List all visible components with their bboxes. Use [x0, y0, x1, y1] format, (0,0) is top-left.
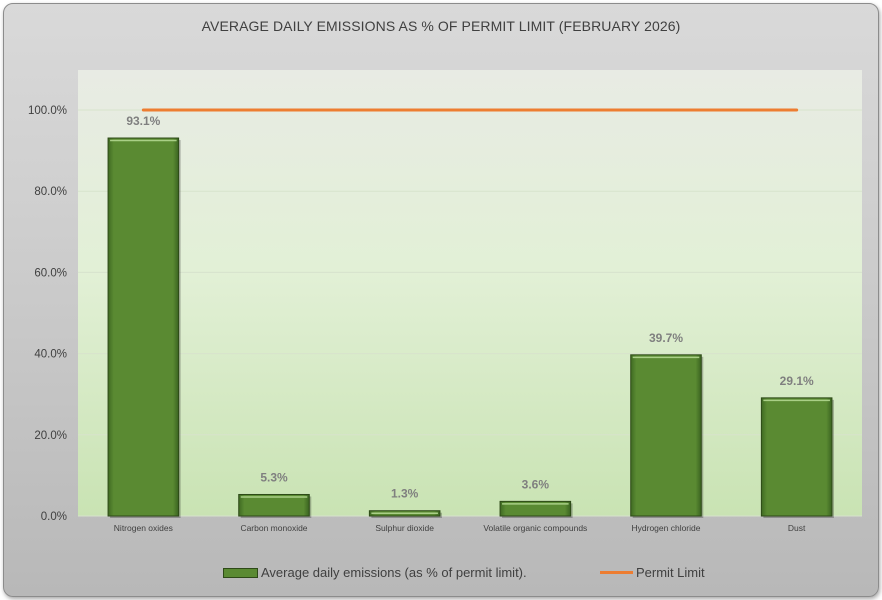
plot-area	[78, 70, 862, 516]
data-label: 29.1%	[780, 374, 814, 388]
category-label: Carbon monoxide	[240, 523, 307, 533]
legend-swatch-line	[600, 571, 633, 574]
legend-swatch-bar	[223, 567, 258, 578]
bar	[630, 354, 702, 517]
data-label: 3.6%	[522, 477, 550, 491]
bar	[107, 137, 180, 517]
bar	[499, 500, 572, 517]
category-label: Sulphur dioxide	[375, 523, 434, 533]
y-tick-label: 20.0%	[34, 430, 67, 442]
legend-label-emissions: Average daily emissions (as % of permit …	[261, 565, 527, 580]
bar	[238, 493, 310, 517]
category-label: Dust	[788, 523, 806, 533]
data-label: 93.1%	[126, 114, 160, 128]
y-tick-label: 100.0%	[28, 105, 67, 117]
category-label: Volatile organic compounds	[483, 523, 587, 533]
legend-label-permit-limit: Permit Limit	[636, 565, 705, 580]
legend: Average daily emissions (as % of permit …	[0, 565, 882, 581]
legend-item-emissions: Average daily emissions (as % of permit …	[223, 565, 527, 580]
bar	[760, 397, 833, 517]
y-tick-label: 60.0%	[34, 267, 67, 279]
y-tick-label: 40.0%	[34, 349, 67, 361]
chart-title: AVERAGE DAILY EMISSIONS AS % OF PERMIT L…	[201, 18, 681, 34]
category-label: Nitrogen oxides	[114, 523, 173, 533]
legend-item-permit-limit: Permit Limit	[600, 565, 705, 580]
y-tick-label: 80.0%	[34, 186, 67, 198]
data-label: 1.3%	[391, 487, 419, 501]
y-tick-label: 0.0%	[41, 511, 67, 523]
data-label: 5.3%	[260, 470, 288, 484]
category-label: Hydrogen chloride	[632, 523, 701, 533]
data-label: 39.7%	[649, 331, 683, 345]
